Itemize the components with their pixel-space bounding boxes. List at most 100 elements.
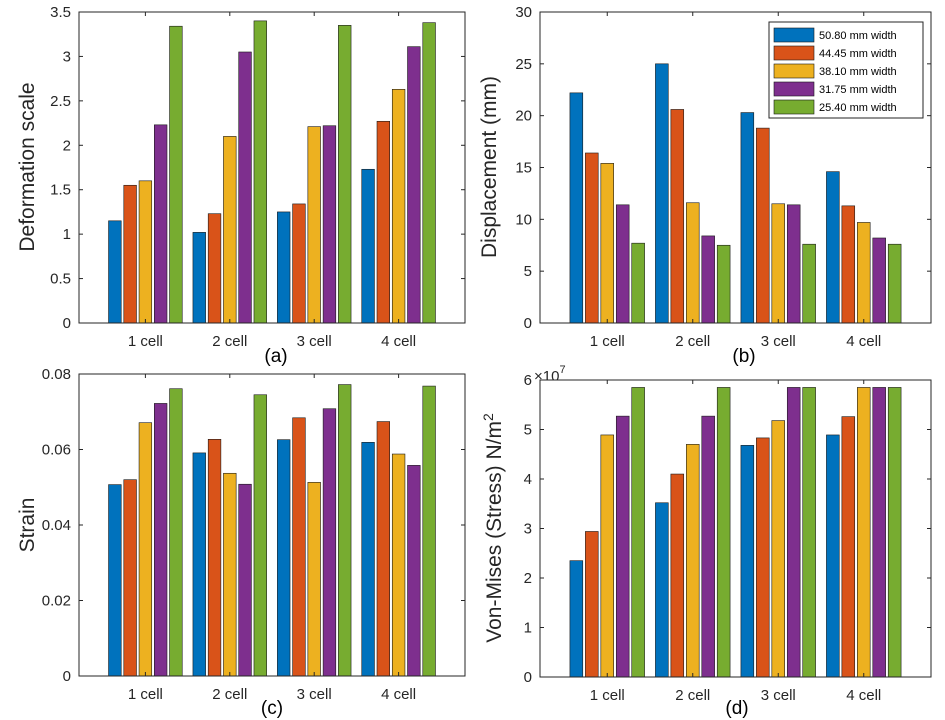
y-tick-label-b-4: 15 [515,160,532,177]
x-tick-label-b-3: 3 cell [761,333,796,350]
bar-a-1-cell-series-1 [108,220,122,324]
y-tick-label-b-1: 0 [524,315,532,332]
bar-a-1-cell-series-2 [123,184,137,324]
y-axis-label-b: Displacement (mm) [478,76,501,258]
chart-panel-d: 1 cell 2 cell 3 cell 4 cell 0 1 2 3 4 5 6 Von-Mises… [480,372,932,704]
bar-c-1-cell-series-4 [154,403,168,677]
bar-a-2-cell-series-1 [192,232,206,324]
bar-a-2-cell-series-5 [253,20,267,324]
bar-b-1-cell-series-5 [631,242,645,324]
x-tick-label-c-1: 1 cell [128,686,163,703]
bar-c-3-cell-series-2 [292,417,306,677]
bar-b-3-cell-series-2 [756,127,770,324]
y-axis-label-d: Von-Mises (Stress) N/m2 [480,413,506,643]
bar-a-4-cell-series-5 [422,22,436,324]
legend-swatch-5 [773,99,815,115]
bar-a-1-cell-series-4 [154,124,168,324]
y-tick-label-d-7: 6 [524,372,532,389]
bar-b-4-cell-series-1 [826,171,840,324]
axes-frame-b [539,11,932,324]
legend-swatch-4 [773,81,815,97]
panel-label-d: (d) [725,698,748,719]
y-tick-label-d-4: 3 [524,521,532,538]
x-tick-label-a-1: 1 cell [128,333,163,350]
legend-label-1: 50.80 mm width [819,30,897,42]
x-tick-label-d-2: 2 cell [675,687,710,704]
y-tick-label-b-5: 20 [515,108,532,125]
panel-label-b: (b) [732,346,755,367]
y-tick-label-b-7: 30 [515,4,532,21]
chart-panel-c: 1 cell 2 cell 3 cell 4 cell 0 0.02 0.04 0.06 0.0… [16,366,466,703]
x-tick-label-a-4: 4 cell [381,333,416,350]
bar-c-3-cell-series-1 [277,439,291,677]
legend-label-5: 25.40 mm width [819,102,897,114]
bar-d-4-cell-series-5 [887,387,902,678]
bar-a-4-cell-series-2 [376,120,390,324]
bar-a-4-cell-series-3 [391,89,406,324]
bar-a-2-cell-series-3 [223,136,237,324]
bar-c-3-cell-series-5 [338,384,352,677]
bar-d-1-cell-series-1 [569,560,584,678]
y-tick-label-a-4: 1.5 [50,182,71,199]
panel-label-a: (a) [264,346,287,367]
bar-d-2-cell-series-1 [655,502,669,678]
y-tick-label-a-8: 3.5 [50,4,71,21]
bar-b-1-cell-series-2 [585,152,599,324]
bar-c-1-cell-series-5 [169,388,183,677]
x-tick-label-b-2: 2 cell [675,333,710,350]
legend-label-3: 38.10 mm width [819,66,897,78]
y-tick-label-a-6: 2.5 [50,93,71,110]
chart-panels: 1 cell 2 cell 3 cell 4 cell 0 0.5 1 1.5 2 2.5 3 3.5… [16,4,932,704]
bar-d-2-cell-series-2 [670,473,685,678]
bar-b-3-cell-series-1 [740,112,755,324]
x-tick-label-b-4: 4 cell [846,333,881,350]
bar-a-3-cell-series-4 [322,125,337,324]
x-tick-label-d-3: 3 cell [761,687,796,704]
y-tick-label-b-2: 5 [524,263,532,280]
bar-b-2-cell-series-4 [701,235,715,324]
bar-c-4-cell-series-2 [376,421,390,677]
x-tick-label-a-2: 2 cell [212,333,247,350]
bar-b-3-cell-series-5 [802,243,816,324]
bar-a-3-cell-series-5 [338,25,352,324]
x-tick-label-c-3: 3 cell [297,686,332,703]
bar-a-3-cell-series-2 [292,203,306,324]
axes-frame-a [78,11,466,324]
bar-c-2-cell-series-3 [223,472,237,677]
y-axis-label-c: Strain [16,498,39,553]
bar-a-1-cell-series-5 [169,25,183,324]
y-tick-label-d-1: 0 [524,669,532,686]
bar-d-4-cell-series-2 [841,416,856,678]
bar-c-2-cell-series-4 [238,483,252,677]
bar-b-4-cell-series-5 [887,243,902,324]
bar-b-2-cell-series-2 [670,109,685,324]
bar-d-1-cell-series-4 [615,415,630,678]
bar-c-3-cell-series-3 [307,482,321,677]
bar-b-4-cell-series-4 [872,237,886,324]
y-tick-label-d-3: 2 [524,570,532,587]
bar-b-4-cell-series-2 [841,205,856,324]
bar-d-4-cell-series-1 [826,434,840,678]
bar-d-3-cell-series-1 [740,445,755,678]
y-tick-label-a-5: 2 [63,137,71,154]
bar-d-2-cell-series-4 [701,415,715,678]
y-tick-label-d-5: 4 [524,471,532,488]
bar-c-4-cell-series-5 [422,385,436,677]
bar-d-2-cell-series-5 [716,387,731,678]
bar-a-1-cell-series-3 [138,180,153,324]
bar-d-3-cell-series-2 [756,437,770,678]
bar-c-1-cell-series-1 [108,484,122,677]
bar-a-4-cell-series-1 [361,168,375,324]
y-tick-label-c-1: 0 [63,668,71,685]
bar-a-2-cell-series-4 [238,51,252,324]
bar-c-4-cell-series-1 [361,442,375,677]
y-tick-label-c-3: 0.04 [42,517,71,534]
y-tick-label-c-5: 0.08 [42,366,71,383]
bar-b-2-cell-series-1 [655,63,669,324]
plot-area-a [79,12,465,323]
bar-a-3-cell-series-3 [307,126,321,324]
y-tick-label-a-1: 0 [63,315,71,332]
bar-d-4-cell-series-3 [857,387,871,678]
panel-label-c: (c) [261,698,283,719]
x-tick-label-a-3: 3 cell [297,333,332,350]
